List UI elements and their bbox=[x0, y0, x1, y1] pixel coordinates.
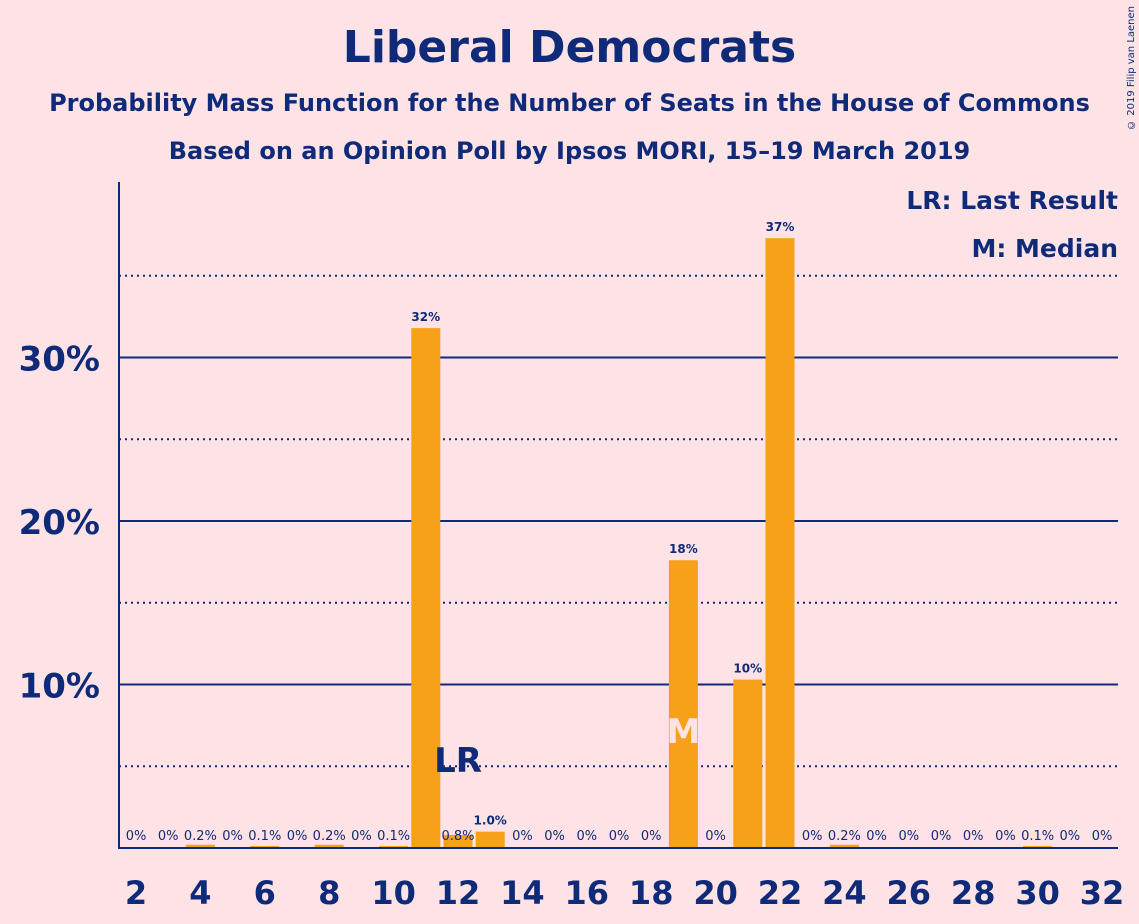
data-label: 1.0% bbox=[474, 814, 507, 828]
legend-last-result: LR: Last Result bbox=[906, 186, 1118, 215]
bar bbox=[185, 844, 215, 848]
bar bbox=[443, 834, 473, 848]
bars bbox=[185, 238, 1053, 848]
data-label: 0% bbox=[576, 829, 597, 844]
data-label: 0% bbox=[126, 829, 147, 844]
data-label: 0% bbox=[931, 829, 952, 844]
y-tick-label: 10% bbox=[19, 667, 100, 707]
data-label: 0.1% bbox=[377, 829, 410, 844]
x-tick-label: 8 bbox=[318, 874, 340, 912]
data-label: 0% bbox=[158, 829, 179, 844]
chart-subtitle-1: Probability Mass Function for the Number… bbox=[49, 89, 1090, 117]
x-tick-label: 2 bbox=[125, 874, 147, 912]
data-label: 0.2% bbox=[828, 829, 861, 844]
axes: 10%20%30%2 4 6 8 10 12 14 16 18 20 22 24 26 28 30 32 bbox=[19, 182, 1125, 912]
data-label: 0% bbox=[963, 829, 984, 844]
data-label: 32% bbox=[411, 310, 440, 324]
bar bbox=[733, 679, 763, 848]
x-tick-label: 6 bbox=[254, 874, 276, 912]
data-label: 0% bbox=[641, 829, 662, 844]
bar bbox=[475, 831, 505, 848]
data-label: 0% bbox=[866, 829, 887, 844]
data-label: 0% bbox=[512, 829, 533, 844]
x-tick-label: 32 bbox=[1080, 874, 1125, 912]
data-label: 0% bbox=[705, 829, 726, 844]
x-tick-label: 22 bbox=[758, 874, 803, 912]
data-label: 10% bbox=[733, 662, 762, 676]
data-label: 0% bbox=[351, 829, 372, 844]
x-tick-label: 10 bbox=[371, 874, 416, 912]
x-tick-label: 18 bbox=[629, 874, 674, 912]
bar bbox=[411, 328, 441, 848]
data-label: 0% bbox=[802, 829, 823, 844]
data-label: 0.2% bbox=[313, 829, 346, 844]
data-label: 0% bbox=[222, 829, 243, 844]
data-label: 0% bbox=[898, 829, 919, 844]
y-tick-label: 30% bbox=[19, 340, 100, 380]
x-tick-label: 14 bbox=[500, 874, 545, 912]
bar bbox=[314, 844, 344, 848]
data-label: 0.2% bbox=[184, 829, 217, 844]
data-label: 18% bbox=[669, 542, 698, 556]
data-label: 0% bbox=[1092, 829, 1113, 844]
data-label: 0% bbox=[544, 829, 565, 844]
data-label: 0% bbox=[1059, 829, 1080, 844]
x-tick-label: 24 bbox=[822, 874, 867, 912]
x-tick-label: 12 bbox=[436, 874, 481, 912]
data-label: 0.1% bbox=[1021, 829, 1054, 844]
x-tick-label: 20 bbox=[693, 874, 738, 912]
y-tick-label: 20% bbox=[19, 503, 100, 543]
data-labels: 0% 0% 0.2% 0% 0.1% 0% 0.2% 0% 0.1% 32% 0.8%1.0% 0% 0… bbox=[126, 220, 1113, 844]
bar bbox=[668, 560, 698, 848]
data-label: 0% bbox=[287, 829, 308, 844]
chart-subtitle-2: Based on an Opinion Poll by Ipsos MORI, … bbox=[168, 137, 971, 165]
legend-median: M: Median bbox=[971, 234, 1118, 263]
x-tick-label: 4 bbox=[189, 874, 211, 912]
data-label: 0.8% bbox=[441, 829, 474, 844]
last-result-marker: LR bbox=[434, 741, 482, 781]
bar bbox=[765, 238, 795, 848]
data-label: 37% bbox=[766, 220, 795, 234]
gridlines bbox=[119, 274, 1118, 768]
median-marker: M bbox=[666, 712, 700, 752]
x-tick-label: 30 bbox=[1015, 874, 1060, 912]
data-label: 0.1% bbox=[248, 829, 281, 844]
bar bbox=[829, 844, 859, 848]
x-tick-label: 26 bbox=[887, 874, 932, 912]
data-label: 0% bbox=[995, 829, 1016, 844]
x-tick-label: 28 bbox=[951, 874, 996, 912]
x-tick-label: 16 bbox=[565, 874, 610, 912]
data-label: 0% bbox=[609, 829, 630, 844]
chart-title: Liberal Democrats bbox=[342, 22, 797, 73]
